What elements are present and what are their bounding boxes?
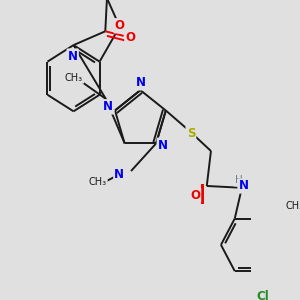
Text: O: O bbox=[190, 189, 200, 202]
Text: S: S bbox=[187, 127, 195, 140]
Text: Cl: Cl bbox=[256, 290, 269, 300]
Text: H: H bbox=[235, 176, 242, 185]
Text: CH₃: CH₃ bbox=[65, 73, 83, 83]
Text: N: N bbox=[136, 76, 146, 89]
Text: O: O bbox=[115, 19, 124, 32]
Text: N: N bbox=[103, 100, 113, 113]
Text: N: N bbox=[68, 50, 78, 63]
Text: N: N bbox=[114, 168, 124, 181]
Text: CH₃: CH₃ bbox=[88, 177, 107, 187]
Text: N: N bbox=[158, 139, 168, 152]
Text: O: O bbox=[125, 31, 135, 44]
Text: CH₃: CH₃ bbox=[285, 201, 300, 211]
Text: N: N bbox=[238, 179, 248, 193]
